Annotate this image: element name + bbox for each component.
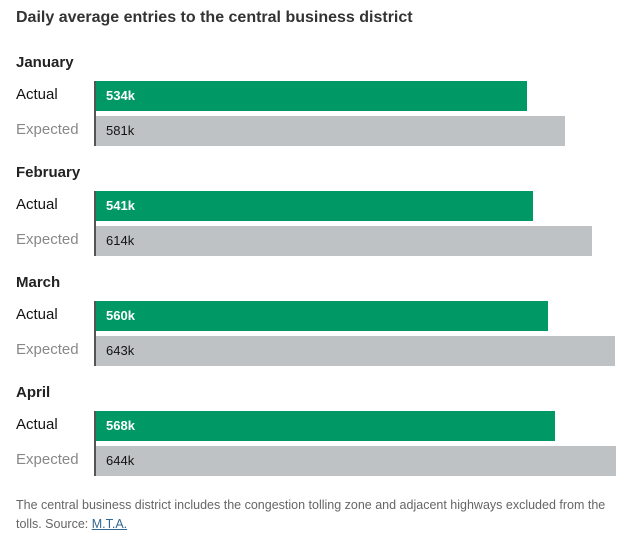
month-label: April <box>16 384 51 401</box>
series-label-actual: Actual <box>16 196 58 213</box>
data-label: 560k <box>106 308 135 323</box>
data-label: 614k <box>106 233 135 248</box>
source-link[interactable]: M.T.A. <box>91 517 128 531</box>
data-label: 541k <box>106 198 135 213</box>
data-label: 581k <box>106 123 135 138</box>
series-label-actual: Actual <box>16 306 58 323</box>
bar-actual-march: 560k <box>96 301 549 331</box>
bar-expected-february: 614k <box>96 226 592 256</box>
axis-line <box>94 81 96 146</box>
footnote-text: The central business district includes t… <box>16 498 606 531</box>
month-label: March <box>16 274 61 291</box>
data-label: 534k <box>106 88 135 103</box>
axis-line <box>94 301 96 366</box>
bar-expected-april: 644k <box>96 446 616 476</box>
series-label-actual: Actual <box>16 416 58 433</box>
series-label-expected: Expected <box>16 231 79 248</box>
series-label-expected: Expected <box>16 451 79 468</box>
bar-actual-april: 568k <box>96 411 555 441</box>
bar-actual-january: 534k <box>96 81 528 111</box>
chart-title: Daily average entries to the central bus… <box>16 9 413 26</box>
data-label: 643k <box>106 343 135 358</box>
series-label-actual: Actual <box>16 86 58 103</box>
bar-expected-january: 581k <box>96 116 566 146</box>
series-label-expected: Expected <box>16 341 79 358</box>
data-label: 568k <box>106 418 135 433</box>
bar-actual-february: 541k <box>96 191 533 221</box>
data-label: 644k <box>106 453 135 468</box>
month-label: January <box>16 54 74 71</box>
bar-expected-march: 643k <box>96 336 616 366</box>
month-label: February <box>16 164 81 181</box>
axis-line <box>94 191 96 256</box>
footnote: The central business district includes t… <box>16 496 616 534</box>
axis-line <box>94 411 96 476</box>
series-label-expected: Expected <box>16 121 79 138</box>
